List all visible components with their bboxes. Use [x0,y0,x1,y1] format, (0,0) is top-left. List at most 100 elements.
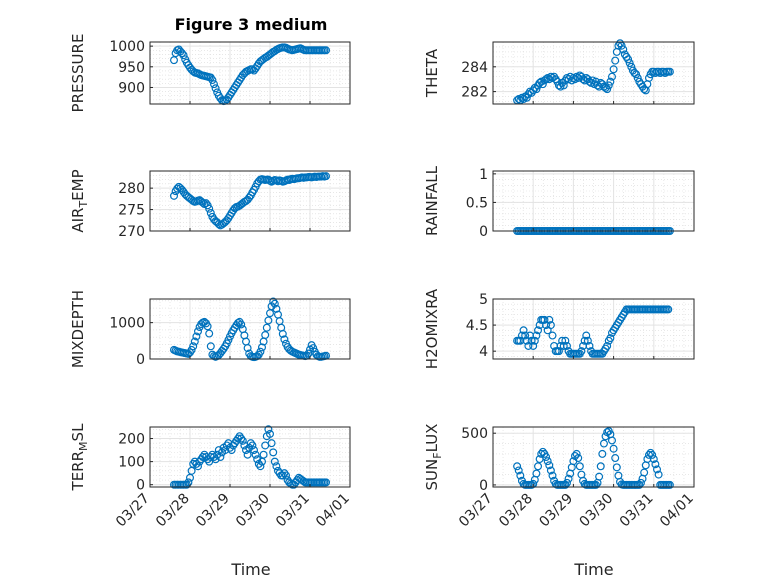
data-point [522,93,531,102]
data-point [632,70,641,79]
data-point [559,341,568,350]
data-point [607,436,616,445]
data-point [519,326,528,335]
data-point [205,204,214,213]
data-point [619,45,628,54]
y-tick-label: 0 [136,352,145,368]
y-axis-label: TERRMSL [69,423,90,492]
data-point [203,322,212,331]
data-point [665,480,674,489]
data-point [545,315,554,324]
data-point [603,85,612,94]
data-point [238,436,247,445]
y-tick-label: 100 [118,455,145,471]
data-point [269,297,278,306]
y-tick-label: 284 [461,60,488,76]
data-point [309,344,318,353]
data-point [635,480,644,489]
data-point [187,345,196,354]
data-point [529,341,538,350]
y-tick-label: 1 [479,167,488,183]
data-point [322,46,331,55]
data-point [585,341,594,350]
data-point [521,331,530,340]
y-axis-label-subscript: T [77,201,90,209]
data-point [542,453,551,462]
data-point [582,331,591,340]
axes-box [149,41,351,105]
data-point [611,56,620,65]
data-point [264,425,273,434]
y-tick-label: 0 [479,478,488,494]
y-axis-label-rest: LUX [423,424,441,453]
data-point [546,72,555,81]
data-point [548,471,557,480]
data-point [261,331,270,340]
y-axis-label-main: SUN [423,459,441,491]
data-point [517,331,526,340]
data-point [194,462,203,471]
y-tick-label: 280 [118,181,145,197]
data-point [595,472,604,481]
data-point [280,469,289,478]
x-axis-label-right: Time [573,560,613,579]
y-tick-label: 4.5 [466,318,488,334]
data-point [243,344,252,353]
data-point [609,444,618,453]
data-point [280,335,289,344]
data-point [532,85,541,94]
data-point [173,184,182,193]
data-point [640,468,649,477]
data-point [583,336,592,345]
data-point [575,462,584,471]
panel-air_temp: 270 275 280 AIRTEMP [69,169,351,240]
data-point [598,449,607,458]
data-point [649,455,658,464]
axes-box [149,170,351,232]
data-point [562,341,571,350]
data-point [322,172,331,181]
data-point [190,337,199,346]
data-point [205,329,214,338]
data-point [648,450,657,459]
data-point [256,462,265,471]
data-point [322,478,331,487]
data-point [258,343,267,352]
data-point [194,327,203,336]
data-point [282,471,291,480]
axes-box [149,426,351,488]
y-axis-label: PRESSURE [69,34,87,113]
data-point [548,331,557,340]
data-point [545,461,554,470]
data-point [609,65,618,74]
data-point [513,462,522,471]
y-axis-label: RAINFALL [423,165,441,236]
data-point [604,81,613,90]
data-point [250,446,259,455]
data-point [211,455,220,464]
data-point [246,439,255,448]
data-point [654,470,663,479]
data-point [278,471,287,480]
axes-box [492,41,695,105]
data-point [234,434,243,443]
y-tick-label: 200 [118,432,145,448]
y-tick-label: 0.5 [466,195,488,211]
data-point [269,448,278,457]
data-point [270,299,279,308]
y-tick-label: 900 [118,80,145,96]
data-point [591,480,600,489]
data-point [546,466,555,475]
data-point [278,329,287,338]
panel-pressure: 900 950 1000 PRESSURE [69,34,351,113]
data-point [227,446,236,455]
data-point [562,478,571,487]
data-point [561,480,570,489]
y-axis-label-main: TERR [69,451,87,492]
data-point [530,336,539,345]
data-point [664,305,673,314]
data-point [237,320,246,329]
data-point [198,453,207,462]
y-axis-label: SUNFLUX [423,424,444,491]
